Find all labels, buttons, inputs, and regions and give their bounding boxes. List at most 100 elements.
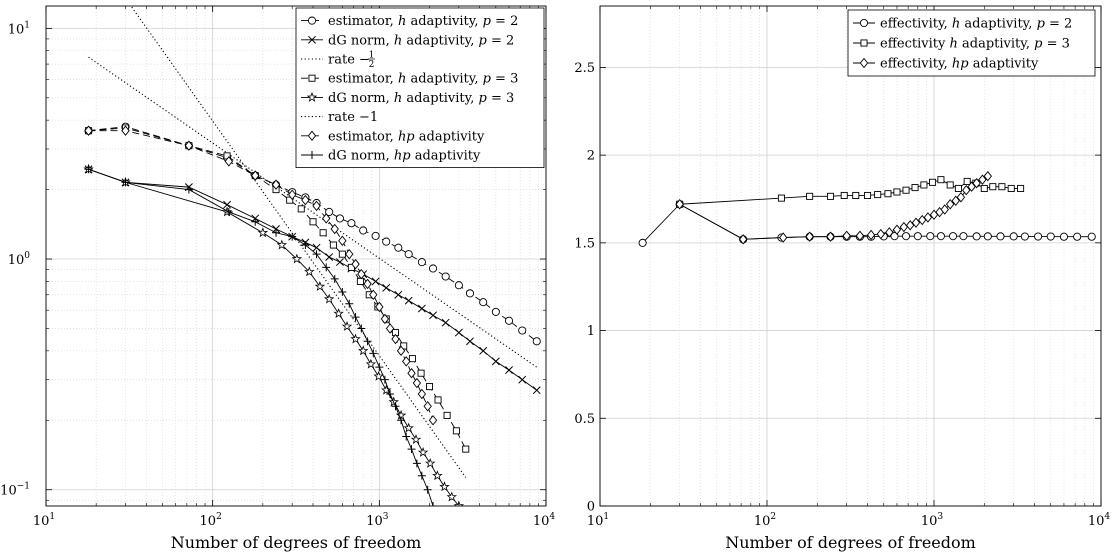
data-point bbox=[1017, 184, 1025, 192]
data-point bbox=[504, 316, 514, 325]
series-5 bbox=[83, 163, 470, 516]
data-point bbox=[505, 366, 513, 375]
data-point bbox=[417, 388, 427, 400]
data-point bbox=[428, 264, 438, 273]
data-point bbox=[893, 188, 901, 196]
data-point bbox=[394, 243, 403, 252]
data-point bbox=[382, 283, 391, 292]
data-point bbox=[312, 250, 321, 259]
legend-label: estimator, hp adaptivity bbox=[328, 129, 485, 144]
right-chart-panel: 101 102 103 104 0 0.5 1 1.5 2 2.5 Number of degree… bbox=[574, 5, 1111, 552]
legend-marker bbox=[859, 57, 869, 69]
data-point bbox=[363, 278, 372, 290]
data-point bbox=[184, 185, 193, 194]
data-point bbox=[1009, 232, 1018, 241]
series-3 bbox=[88, 56, 539, 369]
data-point bbox=[441, 272, 450, 281]
data-point bbox=[329, 241, 337, 249]
data-point bbox=[989, 183, 997, 191]
data-point bbox=[410, 434, 422, 444]
data-point bbox=[325, 253, 334, 262]
data-point bbox=[312, 243, 321, 252]
data-point bbox=[454, 328, 463, 337]
data-point bbox=[911, 217, 921, 228]
data-point bbox=[257, 227, 269, 238]
data-point bbox=[439, 481, 450, 492]
data-point bbox=[288, 232, 297, 241]
data-point bbox=[951, 195, 960, 206]
data-point bbox=[918, 214, 927, 226]
data-point bbox=[864, 191, 872, 199]
data-point bbox=[417, 369, 425, 377]
data-point bbox=[272, 228, 280, 237]
data-point bbox=[429, 311, 437, 320]
axes-frame bbox=[45, 5, 547, 507]
data-point bbox=[911, 184, 919, 192]
data-point bbox=[319, 229, 327, 237]
data-point bbox=[675, 199, 684, 210]
data-point bbox=[518, 375, 527, 384]
legend-label: effectivity h adaptivity, p = 3 bbox=[880, 37, 1070, 52]
legend-item: effectivity, hp adaptivity bbox=[853, 57, 1039, 72]
data-point bbox=[937, 176, 945, 184]
data-point bbox=[491, 357, 500, 366]
x-tick-label: 104 bbox=[533, 512, 556, 529]
legend-marker bbox=[308, 74, 316, 82]
data-point bbox=[356, 277, 364, 285]
data-point bbox=[301, 241, 310, 249]
y-tick-label: 0.5 bbox=[574, 412, 595, 427]
data-point bbox=[923, 212, 933, 223]
data-point bbox=[532, 337, 541, 346]
ticks bbox=[599, 6, 1102, 507]
y-tick-label: 2.5 bbox=[574, 61, 595, 76]
data-point bbox=[425, 457, 436, 468]
data-point bbox=[402, 356, 411, 367]
legend-label: estimator, h adaptivity, p = 3 bbox=[328, 72, 518, 87]
data-point bbox=[936, 232, 945, 241]
x-tick-label: 101 bbox=[587, 512, 609, 529]
legend-box bbox=[295, 7, 545, 169]
series-2 bbox=[84, 165, 541, 395]
data-point bbox=[323, 293, 335, 304]
data-point bbox=[371, 277, 380, 286]
data-point bbox=[291, 253, 303, 264]
data-point bbox=[946, 181, 954, 189]
data-point bbox=[1073, 232, 1082, 241]
legend-label: dG norm, hp adaptivity bbox=[328, 149, 481, 164]
x-tick-label: 103 bbox=[366, 512, 389, 529]
data-point bbox=[518, 326, 527, 335]
data-point bbox=[271, 179, 281, 190]
data-point bbox=[998, 183, 1006, 191]
data-point bbox=[946, 199, 955, 210]
data-point bbox=[1059, 232, 1069, 241]
data-point bbox=[954, 184, 962, 192]
data-point bbox=[365, 358, 377, 369]
data-point bbox=[417, 258, 426, 267]
data-point bbox=[905, 220, 915, 231]
data-point bbox=[428, 415, 438, 426]
legend-marker bbox=[306, 91, 318, 102]
data-point bbox=[333, 308, 344, 319]
data-point bbox=[345, 248, 354, 260]
legend-item: estimator, h adaptivity, p = 2 bbox=[301, 14, 518, 29]
data-point bbox=[738, 234, 748, 245]
data-point bbox=[338, 287, 347, 296]
data-point bbox=[777, 194, 785, 202]
data-point bbox=[224, 156, 233, 167]
data-point bbox=[351, 313, 360, 322]
data-point bbox=[381, 384, 392, 395]
data-point bbox=[380, 375, 389, 384]
data-point bbox=[826, 231, 835, 242]
legend-marker bbox=[859, 18, 869, 28]
data-point bbox=[423, 401, 432, 412]
data-point bbox=[462, 508, 470, 516]
data-point bbox=[369, 289, 378, 300]
data-point bbox=[322, 213, 331, 224]
data-point bbox=[297, 205, 305, 213]
data-point bbox=[335, 258, 344, 267]
data-point bbox=[462, 445, 470, 453]
data-point bbox=[345, 299, 354, 308]
x-tick-label: 104 bbox=[1088, 512, 1111, 529]
data-point bbox=[330, 223, 339, 235]
data-point bbox=[276, 239, 288, 250]
